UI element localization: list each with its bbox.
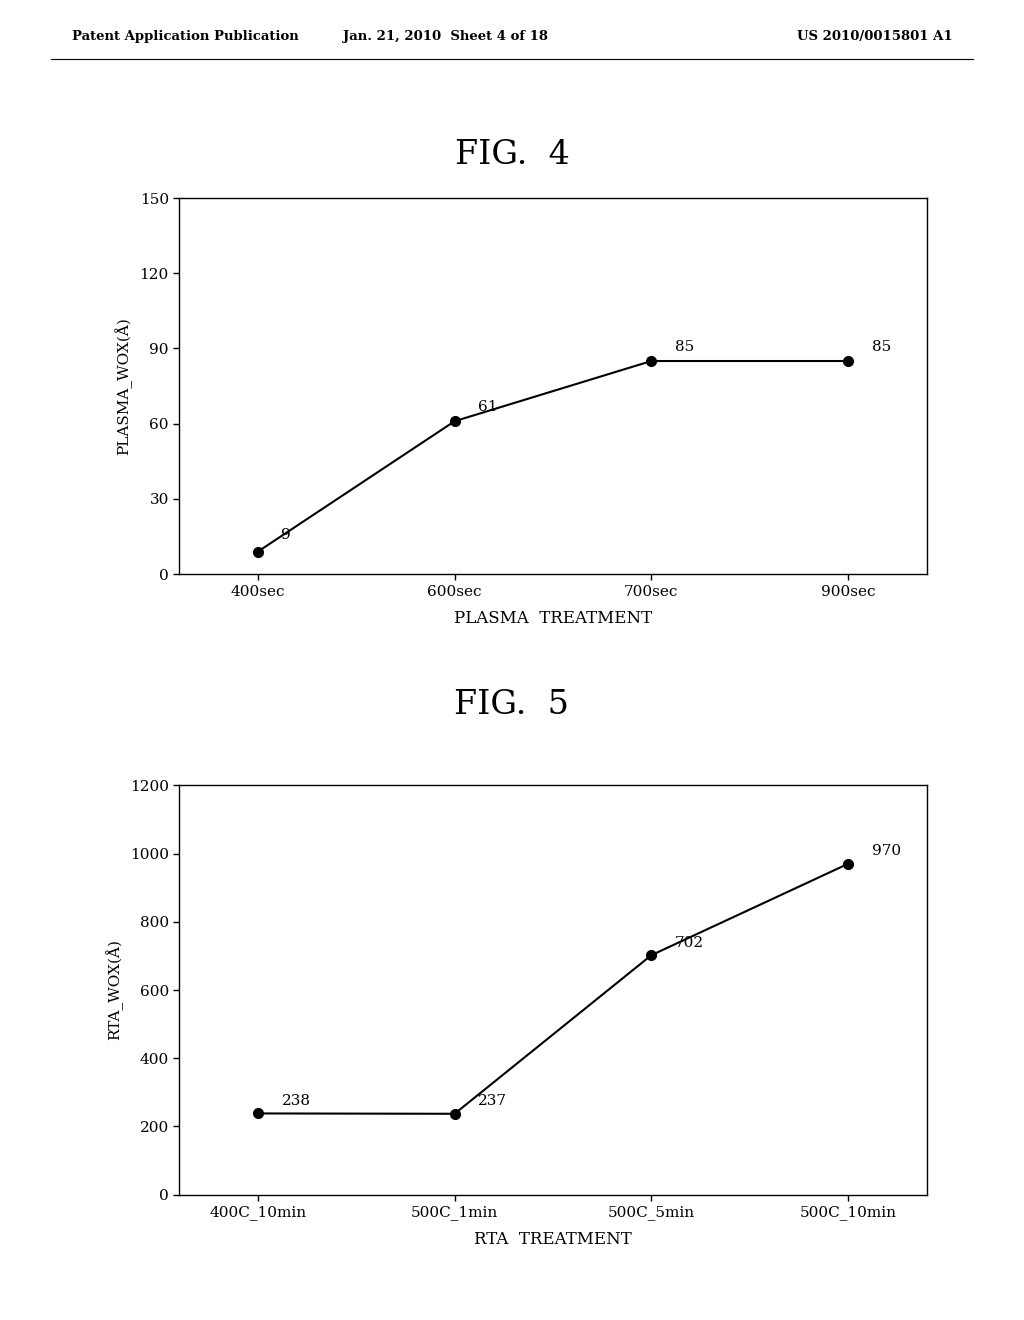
Text: 970: 970 [871, 845, 901, 858]
Y-axis label: PLASMA_WOX(Å): PLASMA_WOX(Å) [115, 317, 132, 455]
Text: 85: 85 [871, 341, 891, 354]
Text: FIG.  4: FIG. 4 [455, 139, 569, 170]
Text: Patent Application Publication: Patent Application Publication [72, 30, 298, 44]
X-axis label: PLASMA  TREATMENT: PLASMA TREATMENT [454, 610, 652, 627]
X-axis label: RTA  TREATMENT: RTA TREATMENT [474, 1232, 632, 1247]
Text: Jan. 21, 2010  Sheet 4 of 18: Jan. 21, 2010 Sheet 4 of 18 [343, 30, 548, 44]
Text: 702: 702 [675, 936, 705, 949]
Y-axis label: RTA_WOX(Å): RTA_WOX(Å) [105, 940, 123, 1040]
Text: FIG.  5: FIG. 5 [455, 689, 569, 721]
Text: 9: 9 [282, 528, 291, 543]
Text: 237: 237 [478, 1094, 507, 1109]
Text: US 2010/0015801 A1: US 2010/0015801 A1 [797, 30, 952, 44]
Text: 238: 238 [282, 1094, 310, 1107]
Text: 61: 61 [478, 400, 498, 414]
Text: 85: 85 [675, 341, 694, 354]
